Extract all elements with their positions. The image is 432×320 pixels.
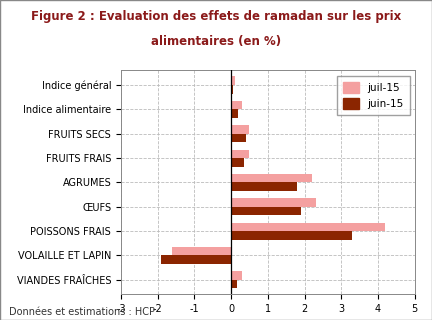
Legend: juil-15, juin-15: juil-15, juin-15 <box>337 76 410 115</box>
Text: Figure 2 : Evaluation des effets de ramadan sur les prix: Figure 2 : Evaluation des effets de rama… <box>31 10 401 23</box>
Bar <box>172 247 231 255</box>
Bar <box>162 255 231 264</box>
Text: alimentaires (en %): alimentaires (en %) <box>151 35 281 48</box>
Bar <box>231 174 312 182</box>
Bar <box>231 109 238 118</box>
Bar <box>231 182 297 191</box>
Bar <box>231 271 242 280</box>
Bar <box>231 149 250 158</box>
Text: Données et estimations : HCP: Données et estimations : HCP <box>9 307 155 317</box>
Bar <box>231 280 237 288</box>
Bar <box>231 125 250 134</box>
Bar <box>231 158 244 167</box>
Bar <box>231 198 315 207</box>
Bar <box>231 85 233 93</box>
Bar <box>231 76 235 85</box>
Bar <box>231 207 301 215</box>
Bar <box>231 231 352 240</box>
Bar <box>231 134 246 142</box>
Bar <box>231 223 385 231</box>
Bar <box>231 101 242 109</box>
